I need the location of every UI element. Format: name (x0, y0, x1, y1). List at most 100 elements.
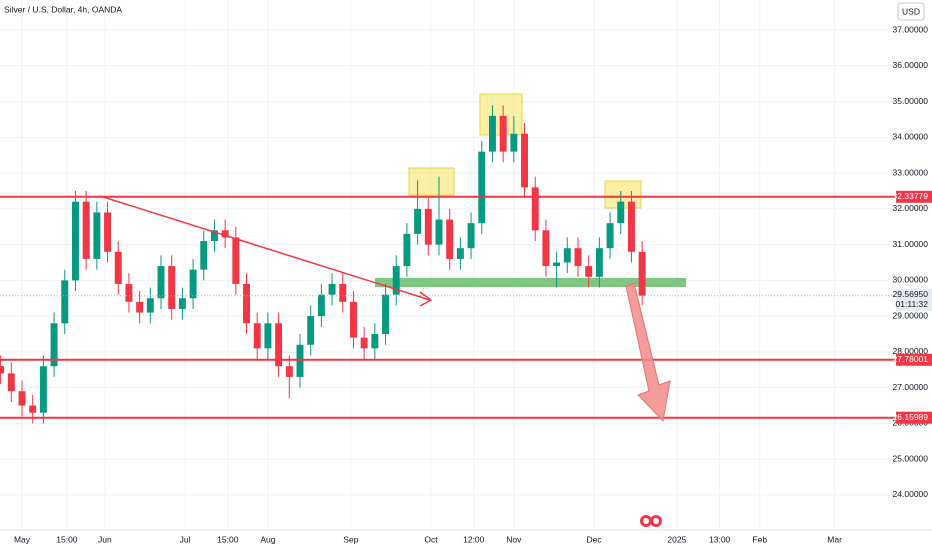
currency-label[interactable]: USD (902, 6, 920, 16)
candle-body (510, 133, 518, 152)
candle-body (424, 208, 432, 245)
price-axis (895, 0, 932, 530)
candle-body (61, 280, 69, 324)
candle-body (521, 133, 528, 188)
x-tick-label: 13:00 (709, 534, 731, 544)
y-tick-label: 28.00000 (893, 346, 929, 356)
candle-body (467, 223, 475, 249)
y-tick-label: 37.00000 (893, 24, 929, 34)
candle-body (200, 241, 208, 270)
horizontal-lines (0, 195, 895, 419)
price-badge (896, 353, 932, 366)
logo (640, 515, 662, 527)
candle-body (125, 283, 133, 302)
candle-body (328, 283, 336, 295)
candle-body (221, 230, 229, 238)
price-badge-label: 26.15989 (893, 412, 929, 422)
x-tick-label: 15:00 (217, 534, 239, 544)
candle-body (339, 283, 347, 302)
candle-body (0, 366, 5, 374)
candle-body (617, 201, 625, 224)
y-tick-label: 36.00000 (893, 60, 929, 70)
candle-body (360, 337, 368, 349)
drawings-under (375, 93, 686, 287)
y-tick-label: 32.00000 (893, 203, 929, 213)
price-badge-label: 27.78001 (893, 354, 929, 364)
x-tick-label: Dec (586, 534, 602, 544)
candle-body (531, 187, 539, 231)
candle-body (39, 366, 47, 413)
x-tick-label: Oct (424, 534, 438, 544)
candle-body (157, 266, 165, 299)
candle-body (264, 323, 272, 349)
candle-body (403, 233, 411, 267)
candle-body (382, 294, 390, 335)
candle-body (285, 366, 293, 377)
x-tick-label: 15:00 (56, 534, 78, 544)
x-tick-label: Sep (343, 534, 358, 544)
candle-body (574, 248, 582, 267)
axes: 24.0000025.0000026.0000027.0000028.00000… (14, 24, 932, 544)
candle-body (563, 248, 571, 263)
price-badge (896, 411, 932, 424)
candle-body (168, 266, 176, 309)
y-tick-label: 34.00000 (893, 132, 929, 142)
candle-body (585, 266, 593, 277)
candle-body (50, 323, 58, 367)
candle-body (253, 323, 261, 349)
y-tick-label: 30.00000 (893, 275, 929, 285)
support-zone (375, 278, 686, 287)
candle-body (414, 208, 422, 234)
candle-body (210, 230, 218, 242)
candle-body (627, 201, 635, 252)
candle-body (275, 323, 283, 367)
y-tick-label: 31.00000 (893, 239, 929, 249)
countdown-label: 01:11:32 (896, 299, 929, 309)
candle-body (82, 201, 90, 259)
candle-body (317, 294, 325, 317)
x-tick-label: Nov (506, 534, 522, 544)
candle-body (71, 201, 79, 281)
x-tick-label: Aug (260, 534, 275, 544)
candle-body (499, 115, 507, 152)
drawings (99, 195, 671, 423)
trend-line (99, 195, 431, 301)
candle-body (7, 373, 15, 392)
price-badge (896, 190, 932, 203)
x-tick-label: May (14, 534, 31, 544)
candle-body (542, 230, 550, 267)
candle-body (478, 151, 486, 224)
down-arrow (625, 282, 671, 423)
x-tick-label: Jul (180, 534, 191, 544)
grid (0, 0, 895, 530)
x-tick-label: 12:00 (463, 534, 485, 544)
candle-body (638, 251, 646, 296)
x-tick-label: Feb (752, 534, 767, 544)
candles (0, 105, 646, 424)
candle-body (114, 251, 122, 284)
logo-dot (643, 518, 649, 524)
y-tick-label: 25.00000 (893, 453, 929, 463)
candle-body (296, 344, 304, 377)
trend-arrowhead (419, 291, 433, 307)
candle-body (307, 316, 315, 345)
y-tick-label: 35.00000 (893, 96, 929, 106)
y-tick-label: 24.00000 (893, 489, 929, 499)
candle-body (392, 266, 400, 295)
currency-button[interactable] (897, 2, 925, 21)
candle-body (178, 298, 186, 309)
candle-body (18, 391, 26, 406)
candle-body (243, 283, 251, 324)
candle-body (232, 237, 240, 284)
y-tick-label: 29.00000 (893, 310, 929, 320)
candle-body (446, 219, 454, 259)
x-tick-label: Jun (98, 534, 112, 544)
candle-body (371, 334, 379, 349)
candle-body (146, 298, 154, 313)
candle-body (93, 212, 101, 259)
candle-body (606, 223, 614, 249)
candle-body (189, 269, 197, 299)
y-tick-label: 27.00000 (893, 382, 929, 392)
